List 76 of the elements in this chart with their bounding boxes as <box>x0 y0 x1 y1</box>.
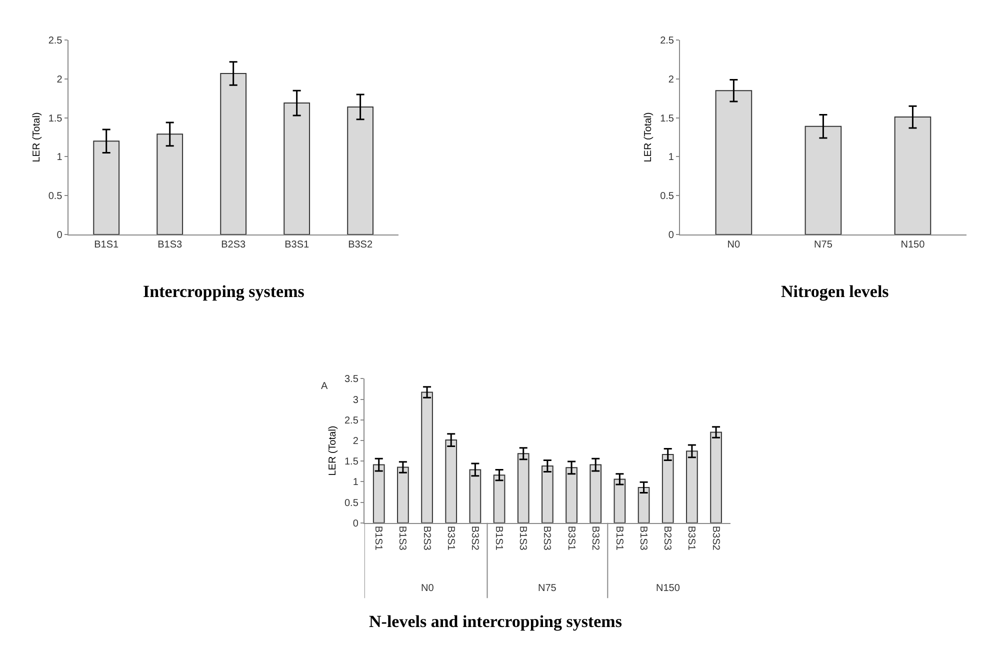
bar <box>638 486 650 523</box>
bar <box>445 440 458 523</box>
text: N0 <box>421 583 434 594</box>
x-tick-label: B2S3 <box>662 526 673 551</box>
bar <box>469 469 482 523</box>
y-tick-label: 2 <box>352 436 359 447</box>
y-tick-label: 0.5 <box>660 191 674 202</box>
bar <box>686 450 698 523</box>
text: N150 <box>656 583 680 594</box>
text: A <box>321 381 328 392</box>
y-tick-label: 0.5 <box>344 498 359 509</box>
x-tick-label: B2S3 <box>541 526 552 551</box>
bar <box>372 464 385 523</box>
bar <box>614 478 626 523</box>
x-tick-label: B1S3 <box>638 526 649 551</box>
y-tick-label: 1.5 <box>660 113 674 124</box>
x-tick-label: B3S2 <box>468 526 480 551</box>
y-tick-label: 3 <box>352 394 359 406</box>
y-tick-label: 0 <box>352 518 359 530</box>
y-tick-label: 0.5 <box>48 191 63 202</box>
bar <box>566 467 578 523</box>
y-tick-label: 1 <box>668 152 674 164</box>
text: N-levels and intercropping systems <box>369 612 622 631</box>
y-tick-label: 1 <box>352 477 359 488</box>
text: Intercropping systems <box>143 282 305 301</box>
bar <box>421 392 433 523</box>
bar <box>93 140 120 234</box>
bar <box>894 116 932 234</box>
x-tick-label: B3S1 <box>565 526 576 551</box>
y-tick-label: 0 <box>668 230 674 241</box>
bar <box>493 474 506 523</box>
bar <box>662 454 674 523</box>
x-tick-label: B1S3 <box>517 526 528 551</box>
y-tick-label: 2.5 <box>48 36 63 47</box>
x-tick-label: B3S2 <box>348 239 373 250</box>
x-tick-label: N150 <box>900 239 926 250</box>
y-tick-label: 1.5 <box>48 113 63 124</box>
y-axis-title: LER (Total) <box>643 112 654 162</box>
x-tick-label: B1S1 <box>613 526 624 551</box>
x-tick-label: N0 <box>727 239 741 250</box>
bar <box>347 106 374 234</box>
x-tick-label: B3S2 <box>710 526 721 551</box>
y-axis-title: LER (Total) <box>31 112 42 162</box>
y-axis-title: LER (Total) <box>328 426 339 476</box>
y-tick-label: 2.5 <box>660 36 674 47</box>
bar <box>517 453 530 523</box>
x-tick-label: B1S3 <box>396 526 408 551</box>
y-tick-label: 2.5 <box>344 415 359 426</box>
bar <box>156 134 184 234</box>
y-tick-label: 3.5 <box>344 374 359 386</box>
text: N75 <box>538 583 557 594</box>
x-tick-label: B1S1 <box>493 526 504 551</box>
x-tick-label: B3S1 <box>444 526 456 551</box>
bar <box>590 464 602 523</box>
x-tick-label: B1S3 <box>158 239 183 250</box>
bar <box>220 73 247 234</box>
bar <box>397 466 409 523</box>
bar <box>715 90 752 234</box>
bar <box>804 126 842 234</box>
bar <box>542 466 554 523</box>
y-tick-label: 1.5 <box>344 456 359 468</box>
text: Nitrogen levels <box>781 282 890 301</box>
bar <box>284 102 310 234</box>
y-tick-label: 0 <box>56 230 63 241</box>
x-tick-label: B2S3 <box>221 239 246 250</box>
x-tick-label: B3S1 <box>686 526 697 551</box>
x-tick-label: B1S1 <box>372 526 384 551</box>
y-tick-label: 2 <box>56 74 63 86</box>
y-tick-label: 1 <box>56 152 63 164</box>
bar <box>710 432 722 523</box>
y-tick-label: 2 <box>668 74 674 86</box>
x-tick-label: B2S3 <box>420 526 432 551</box>
x-tick-label: B1S1 <box>94 239 120 250</box>
x-tick-label: B3S1 <box>284 239 310 250</box>
x-tick-label: B3S2 <box>589 526 600 551</box>
x-tick-label: N75 <box>814 239 833 250</box>
